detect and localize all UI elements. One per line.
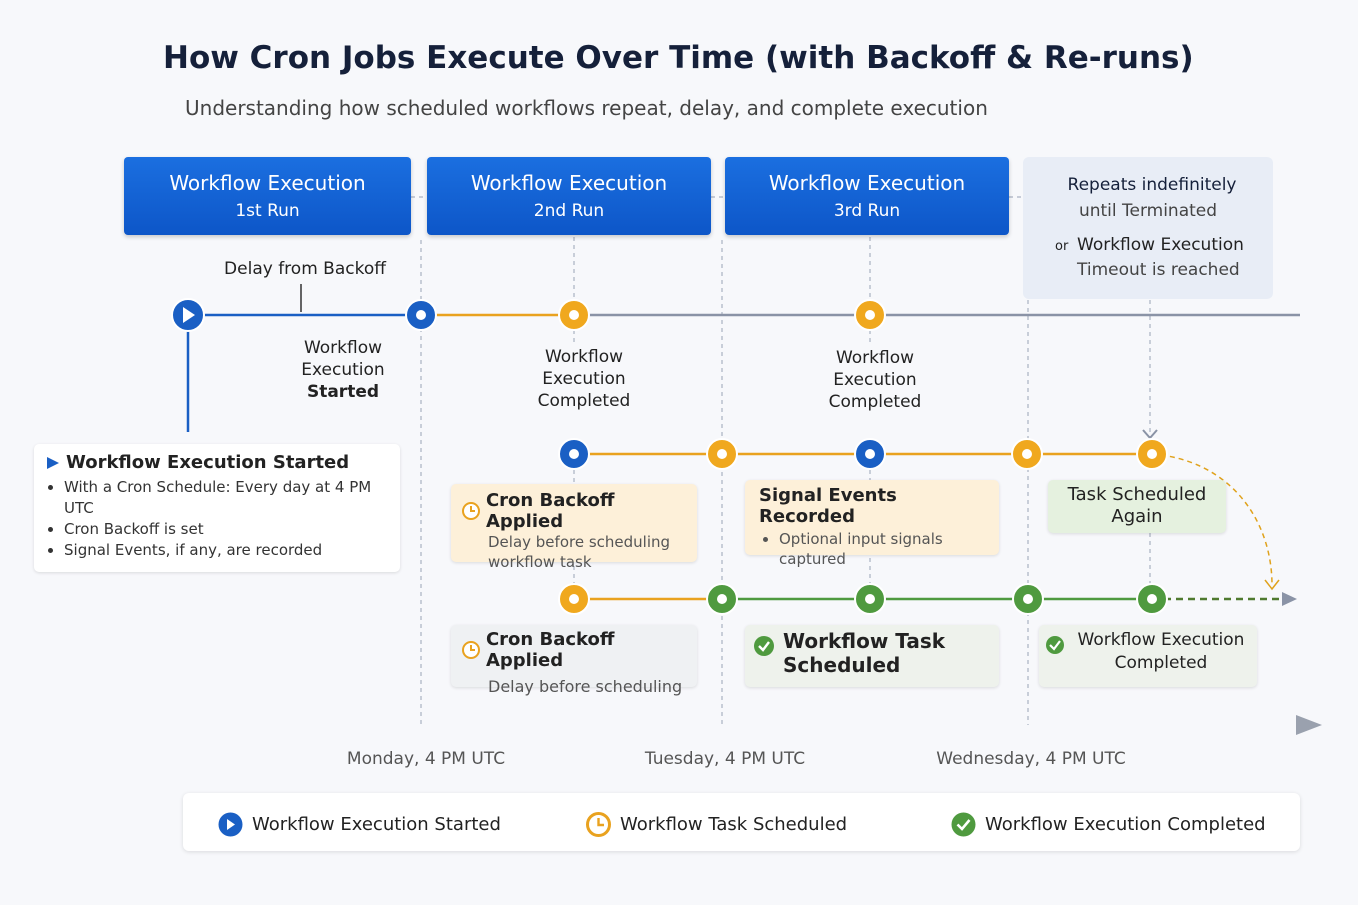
icon	[218, 812, 243, 837]
icon	[462, 641, 480, 659]
ann-line: Completed	[828, 392, 922, 412]
node-center	[865, 594, 875, 604]
ann-line: Execution	[833, 370, 917, 390]
start-icon	[183, 307, 195, 323]
card-title: Workflow Execution Started	[66, 452, 350, 473]
legend-item: Workflow Execution Completed	[950, 811, 1266, 838]
legend-item: Workflow Execution Started	[217, 811, 501, 838]
ann-line: Started	[306, 382, 380, 402]
card-title: Workflow Task Scheduled	[783, 629, 946, 677]
ann-line: Execution	[301, 360, 385, 380]
start-card: Workflow Execution Started With a Cron S…	[34, 444, 400, 572]
node-center	[865, 310, 875, 320]
backoff-card: Cron Backoff Applied Delay before schedu…	[451, 625, 697, 696]
icon	[462, 502, 480, 520]
icon	[951, 812, 976, 837]
run-title: Workflow Execution	[169, 171, 366, 195]
task-again-card: Task Scheduled Again	[1048, 480, 1226, 533]
node-center	[569, 449, 579, 459]
bullet-list: With a Cron Schedule: Every day at 4 PM …	[46, 477, 388, 561]
ann-line: Execution	[542, 369, 626, 389]
node-center	[1147, 449, 1157, 459]
note-line: Repeats indefinitely	[1067, 175, 1237, 195]
subtitle: Understanding how scheduled workflows re…	[185, 96, 988, 120]
time-label: Monday, 4 PM UTC	[346, 749, 506, 769]
annotation: Workflow Execution Completed	[514, 346, 654, 412]
node-center	[865, 449, 875, 459]
icon	[47, 456, 59, 469]
ann-line: Workflow	[835, 348, 915, 368]
card-title: Signal Events Recorded	[759, 485, 897, 527]
card-title: Cron Backoff Applied	[485, 490, 615, 532]
run-title: Workflow Execution	[470, 171, 668, 195]
legend-text: Workflow Task Scheduled	[620, 814, 848, 835]
nodes	[171, 298, 1168, 615]
node-center	[1147, 594, 1157, 604]
legend-text: Workflow Execution Completed	[985, 814, 1266, 835]
run-box: Workflow Execution 3rd Run	[725, 157, 1009, 235]
node-center	[569, 594, 579, 604]
icon	[1046, 636, 1064, 654]
note-line: until Terminated	[1078, 201, 1218, 221]
time-label: Tuesday, 4 PM UTC	[644, 749, 806, 769]
card-text: Delay before scheduling workflow task	[488, 533, 671, 571]
run-label: 1st Run	[235, 201, 300, 221]
annotation: Workflow Execution Completed	[805, 347, 945, 413]
card-title: Workflow Execution Completed	[1077, 630, 1245, 673]
card-title: Cron Backoff Applied	[485, 629, 615, 671]
time-label: Wednesday, 4 PM UTC	[936, 749, 1126, 769]
bullet: Cron Backoff is set	[64, 519, 388, 540]
node-center	[1022, 449, 1032, 459]
note-line: Timeout is reached	[1077, 260, 1240, 280]
run-box: Workflow Execution 1st Run	[124, 157, 411, 235]
run-box: Workflow Execution 2nd Run	[427, 157, 711, 235]
annotation: Workflow Execution Started	[273, 337, 413, 403]
ann-line: Workflow	[544, 347, 624, 367]
node-center	[416, 310, 426, 320]
repeat-note: Repeats indefinitely until Terminated or…	[1023, 157, 1273, 299]
bullet: Signal Events, if any, are recorded	[64, 540, 388, 561]
delay-label: Delay from Backoff	[224, 259, 386, 279]
run-label: 2nd Run	[533, 201, 605, 221]
title: How Cron Jobs Execute Over Time (with Ba…	[163, 40, 1194, 76]
card-text: Delay before scheduling	[488, 677, 683, 696]
icon	[586, 812, 611, 837]
node-center	[717, 449, 727, 459]
legend-text: Workflow Execution Started	[252, 814, 501, 835]
legend: Workflow Execution Started Workflow Task…	[183, 793, 1300, 851]
arrow-head	[1142, 429, 1158, 440]
node-center	[1023, 594, 1033, 604]
note-line: Workflow Execution	[1077, 235, 1244, 255]
bullet: With a Cron Schedule: Every day at 4 PM …	[64, 477, 388, 519]
run-label: 3rd Run	[833, 201, 901, 221]
task-card: Workflow Task Scheduled	[745, 625, 999, 687]
completed-card: Workflow Execution Completed	[1039, 625, 1257, 687]
card-title: Task Scheduled Again	[1067, 484, 1207, 527]
note-or: or	[1055, 239, 1069, 254]
ann-line: Completed	[537, 391, 631, 411]
icon	[754, 636, 774, 656]
legend-item: Workflow Task Scheduled	[585, 811, 847, 838]
card-text: Optional input signals captured	[779, 529, 985, 569]
run-title: Workflow Execution	[768, 171, 966, 195]
signal-card: Signal Events Recorded Optional input si…	[745, 480, 999, 568]
backoff-card: Cron Backoff Applied Delay before schedu…	[451, 484, 697, 571]
timelines	[186, 284, 1322, 735]
ann-line: Workflow	[303, 338, 383, 358]
node-center	[717, 594, 727, 604]
node-center	[569, 310, 579, 320]
